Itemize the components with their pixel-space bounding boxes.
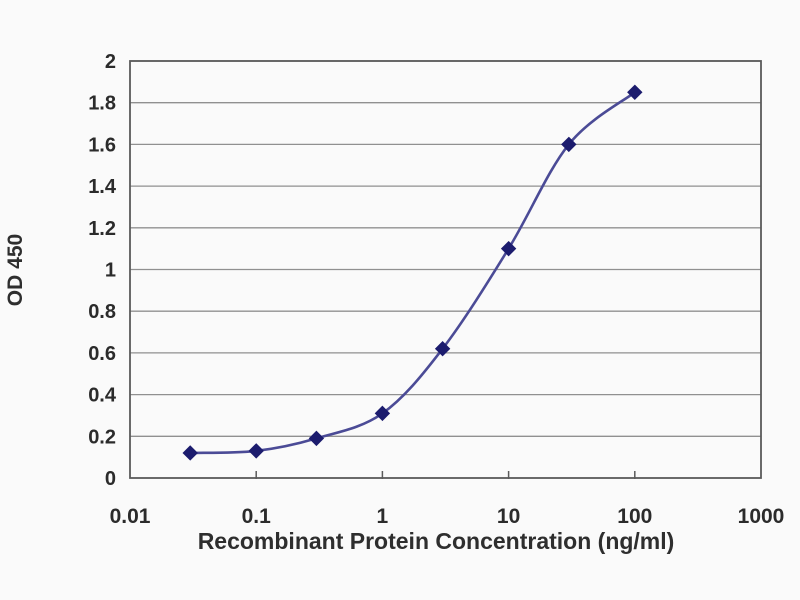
y-tick-label: 1.8 (88, 93, 116, 115)
series-line (188, 91, 637, 455)
data-point-marker (182, 445, 198, 461)
y-tick-label: 0.6 (88, 343, 116, 365)
y-tick-label: 1.4 (88, 176, 117, 198)
data-point-marker (434, 341, 451, 357)
y-tick-label: 0 (105, 468, 116, 490)
x-axis-title: Recombinant Protein Concentration (ng/ml… (198, 528, 675, 554)
plot-border (129, 60, 762, 479)
data-point-marker (500, 240, 517, 257)
y-tick-label: 0.2 (88, 426, 116, 448)
plot-area: 0 0.2 0.4 0.6 0.8 1 1.2 1.4 1.6 1.8 2 0.01 0.1 1 10 100… (88, 51, 784, 528)
x-tick-label: 0.01 (110, 505, 151, 528)
x-tick-label: 10 (497, 505, 520, 528)
y-tick-label: 1.6 (88, 134, 116, 156)
data-point-marker (627, 84, 643, 100)
x-tick-label: 1 (377, 505, 389, 528)
x-tick-label: 1000 (738, 505, 785, 528)
y-tick-label: 0.4 (88, 385, 117, 407)
data-point-marker (374, 405, 391, 422)
y-tick-label: 2 (105, 51, 116, 73)
y-axis-title: OD 450 (4, 234, 27, 306)
x-tick-label: 100 (617, 505, 652, 528)
y-tick-label: 1.2 (88, 218, 116, 240)
data-point-marker (308, 430, 325, 447)
y-tick-label: 0.8 (88, 301, 116, 323)
y-tick-label: 1 (105, 260, 116, 282)
data-point-marker (248, 443, 264, 459)
x-tick-label: 0.1 (242, 505, 272, 528)
data-point-marker (561, 136, 577, 153)
